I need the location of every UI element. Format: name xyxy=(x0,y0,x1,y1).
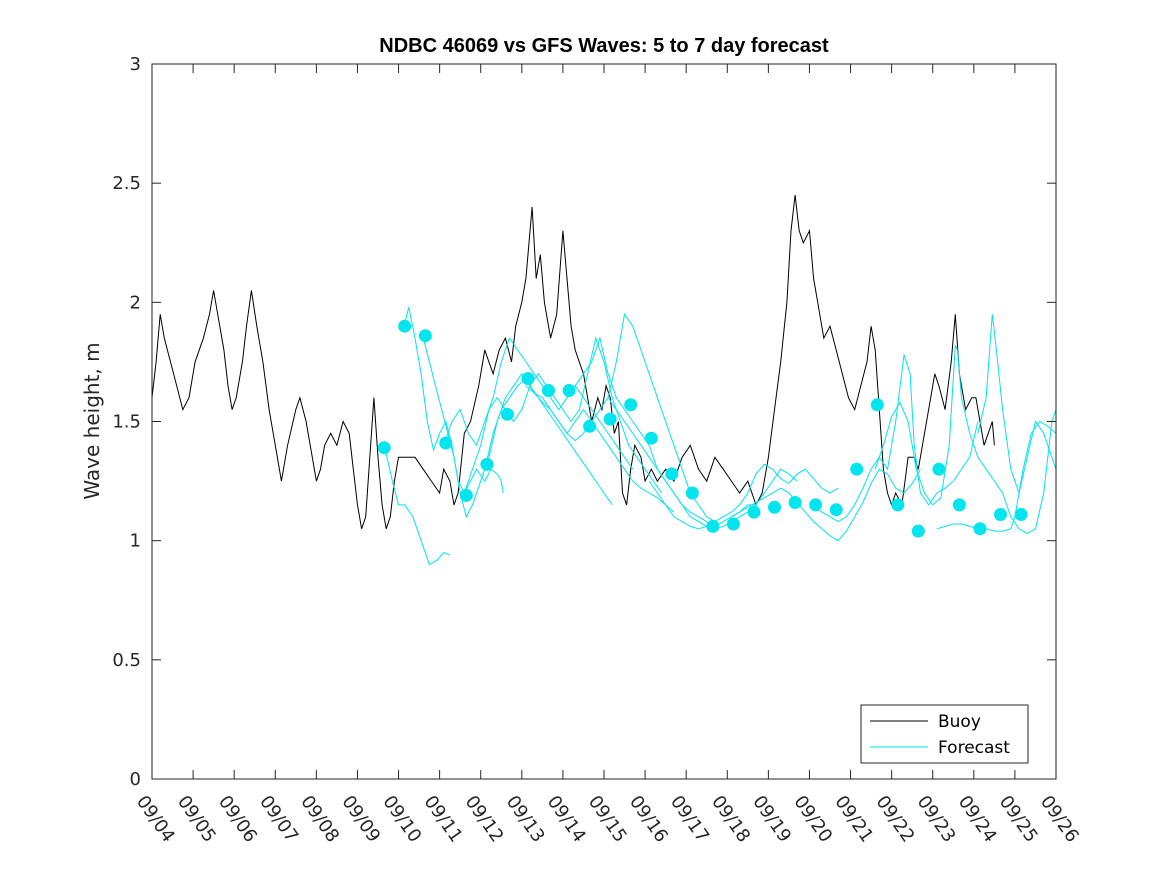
forecast-series-line-13 xyxy=(874,344,1057,535)
forecast-marker-31 xyxy=(994,508,1007,521)
y-tick-label: 0 xyxy=(130,769,141,790)
forecast-marker-28 xyxy=(932,462,946,476)
forecast-marker-29 xyxy=(952,498,966,512)
forecast-marker-32 xyxy=(1014,508,1028,521)
y-tick-label: 1 xyxy=(130,531,141,552)
y-tick-label: 3 xyxy=(130,54,141,75)
y-axis-ticks: 0 0.5 1 1.5 2 2.5 3 xyxy=(112,54,1056,790)
forecast-marker-24 xyxy=(850,462,864,476)
buoy-series-line xyxy=(151,195,995,529)
y-tick-label: 0.5 xyxy=(112,650,141,671)
legend: Buoy Forecast xyxy=(860,704,1029,764)
forecast-marker-1 xyxy=(377,441,391,455)
forecast-marker-11 xyxy=(583,419,597,433)
forecast-marker-20 xyxy=(768,500,781,514)
forecast-marker-14 xyxy=(644,431,658,445)
forecast-marker-5 xyxy=(459,488,473,502)
chart-title: NDBC 46069 vs GFS Waves: 5 to 7 day fore… xyxy=(379,35,829,57)
forecast-series-line-12 xyxy=(813,354,979,523)
forecast-series-line-1 xyxy=(383,445,451,566)
forecast-series-line-7 xyxy=(525,313,716,523)
forecast-marker-4 xyxy=(439,436,453,450)
forecast-marker-19 xyxy=(747,505,761,519)
forecast-marker-3 xyxy=(418,329,432,343)
forecast-marker-6 xyxy=(480,457,494,471)
forecast-marker-2 xyxy=(398,319,412,333)
forecast-series-line-5 xyxy=(463,336,662,494)
forecast-marker-27 xyxy=(911,524,925,538)
forecast-marker-17 xyxy=(706,519,720,533)
forecast-series-line-4 xyxy=(443,337,634,470)
forecast-series-line-6 xyxy=(484,377,675,513)
forecast-marker-16 xyxy=(685,486,699,500)
plot-content xyxy=(151,195,1057,566)
forecast-marker-30 xyxy=(973,522,987,536)
forecast-marker-10 xyxy=(562,384,576,397)
forecast-marker-21 xyxy=(788,496,802,509)
y-tick-label: 1.5 xyxy=(112,412,141,433)
forecast-marker-7 xyxy=(500,407,514,421)
forecast-marker-18 xyxy=(726,517,740,531)
forecast-marker-25 xyxy=(870,398,884,412)
legend-forecast-label: Forecast xyxy=(938,738,1010,758)
legend-box xyxy=(860,704,1029,764)
y-tick-label: 2.5 xyxy=(112,173,141,194)
forecast-series-line-14 xyxy=(936,420,1057,532)
forecast-series-line-10 xyxy=(648,463,839,530)
y-tick-label: 2 xyxy=(130,292,141,313)
forecast-marker-22 xyxy=(809,498,823,512)
forecast-marker-8 xyxy=(521,372,535,386)
forecast-marker-13 xyxy=(624,398,638,412)
forecast-marker-12 xyxy=(603,412,617,426)
legend-buoy-label: Buoy xyxy=(938,712,981,732)
forecast-marker-15 xyxy=(665,467,679,481)
forecast-marker-26 xyxy=(891,498,905,512)
forecast-marker-23 xyxy=(829,503,843,517)
y-axis-label: Wave height, m xyxy=(80,342,104,499)
forecast-marker-9 xyxy=(542,384,555,397)
forecast-series-line-15 xyxy=(977,314,1057,495)
forecast-series-line-11 xyxy=(731,468,921,542)
forecast-series-line-9 xyxy=(607,397,798,530)
